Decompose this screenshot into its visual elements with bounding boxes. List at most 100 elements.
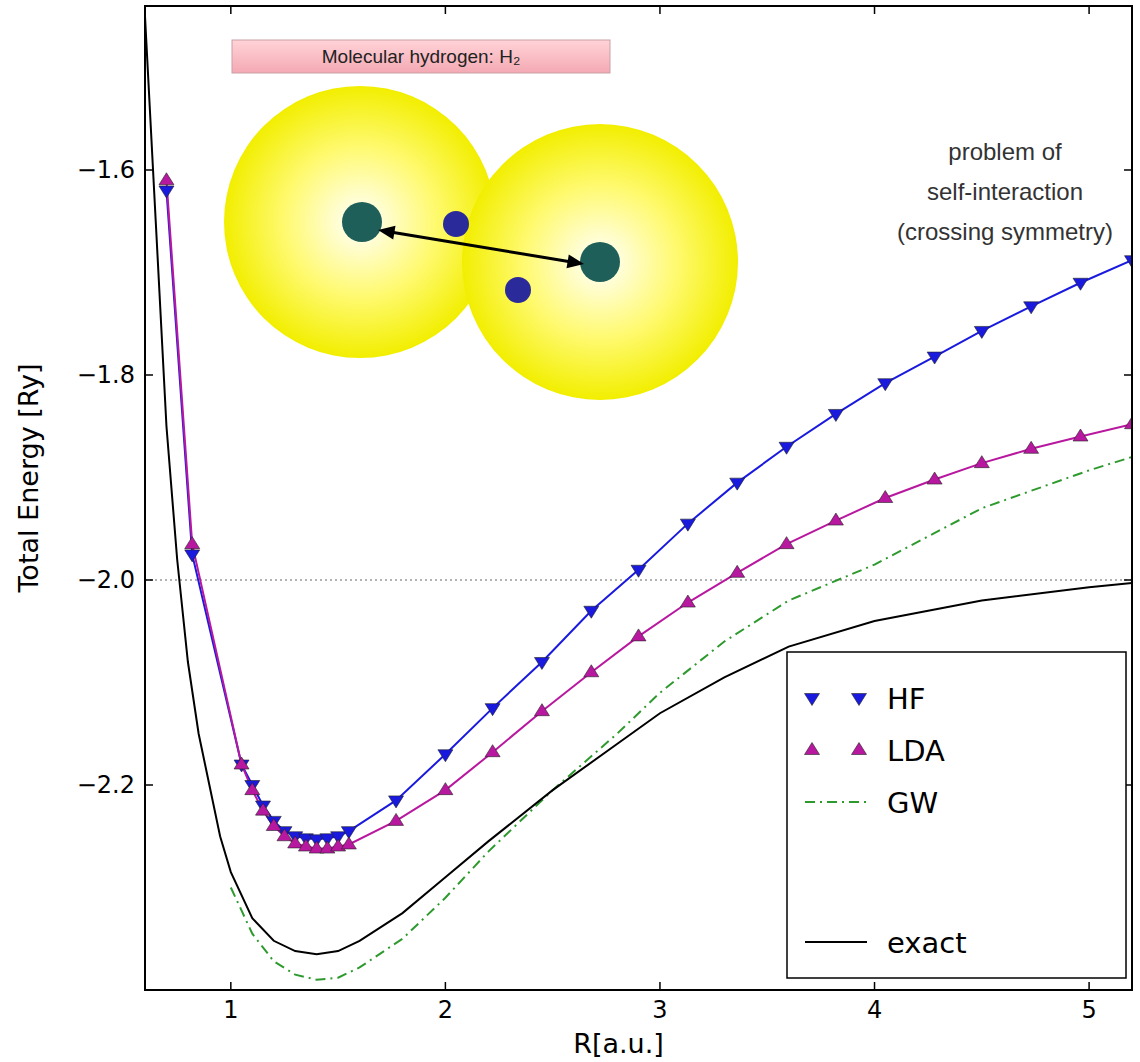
plot-frame [145,6,1132,990]
legend-line [805,941,867,943]
x-axis-title: R[a.u.] [573,1028,664,1059]
marker [584,665,599,677]
legend-label: LDA [887,734,945,768]
marker [1073,278,1088,290]
x-tick-label: 4 [867,996,882,1024]
marker [828,513,843,525]
y-tick [145,579,153,581]
x-tick [230,982,232,990]
legend-marker [805,694,820,706]
y-tick [145,374,153,376]
marker [185,550,200,562]
marker [245,783,260,795]
y-tick [1124,374,1132,376]
x-tick-label: 1 [223,996,238,1024]
marker [730,478,745,490]
arrow-head [567,254,584,268]
series-line [231,457,1132,980]
legend-label: GW [887,786,938,820]
marker [438,783,453,795]
marker [779,442,794,454]
arrow-head [378,226,395,240]
y-tick-label: −2.2 [77,771,135,799]
annotation-text: self-interaction [927,178,1083,205]
marker [185,537,200,549]
annotation: problem of self-interaction (crossing symm… [897,138,1113,245]
legend: HF LDA GW exact [787,652,1126,978]
y-tick-label: −1.8 [77,361,135,389]
legend-box [787,652,1126,978]
y-tick [1124,169,1132,171]
marker [828,409,843,421]
y-axis-title: Total Energy [Ry] [13,363,44,593]
inset-label: Molecular hydrogen: H₂ [322,46,521,67]
inset-illustration: Molecular hydrogen: H₂ [224,40,738,400]
legend-line [805,801,867,803]
electron-cloud [224,86,496,358]
marker [389,813,404,825]
marker [534,658,549,670]
marker [779,537,794,549]
x-tick [445,982,447,990]
marker [1125,256,1133,268]
marker [927,472,942,484]
electron [505,277,531,303]
chart: Molecular hydrogen: H₂12345−1.6−1.8−2.0−… [0,0,1140,1062]
x-tick [659,6,661,14]
marker [288,836,303,848]
marker [631,565,646,577]
x-tick [445,6,447,14]
legend-label: HF [887,682,926,716]
x-tick [1088,6,1090,14]
annotation-text: problem of [948,138,1062,165]
x-tick-label: 3 [652,996,667,1024]
nucleus [580,242,620,282]
x-tick [659,982,661,990]
marker [927,352,942,364]
legend-marker [805,743,820,755]
x-tick [874,6,876,14]
x-tick [1088,982,1090,990]
y-tick [145,169,153,171]
legend-marker [852,694,867,706]
electron [443,211,469,237]
marker [234,757,249,769]
marker [1073,429,1088,441]
marker [438,750,453,762]
marker [1024,441,1039,453]
plot-area [145,16,1132,980]
marker [298,839,313,851]
marker [878,491,893,503]
nucleus [342,202,382,242]
inset-label-box [232,40,610,73]
x-tick [874,982,876,990]
background [0,0,1140,1062]
marker [159,173,174,185]
marker [534,704,549,716]
marker [1125,417,1133,429]
marker [159,186,174,198]
annotation-text: (crossing symmetry) [897,218,1113,245]
marker [730,565,745,577]
x-tick [230,6,232,14]
y-tick-label: −1.6 [77,156,135,184]
marker [256,803,271,815]
marker [974,326,989,338]
marker [389,796,404,808]
arrow [392,232,570,261]
marker [1024,302,1039,314]
y-tick [1124,579,1132,581]
electron-cloud [462,124,738,400]
y-tick-label: −2.0 [77,566,135,594]
marker [485,704,500,716]
marker [680,595,695,607]
marker [974,456,989,468]
marker [277,829,292,841]
legend-marker [852,743,867,755]
legend-label: exact [887,926,967,960]
marker [341,837,356,849]
marker [485,745,500,757]
x-tick-label: 2 [438,996,453,1024]
y-tick [145,784,153,786]
axes: 12345−1.6−1.8−2.0−2.2 [77,6,1132,1024]
